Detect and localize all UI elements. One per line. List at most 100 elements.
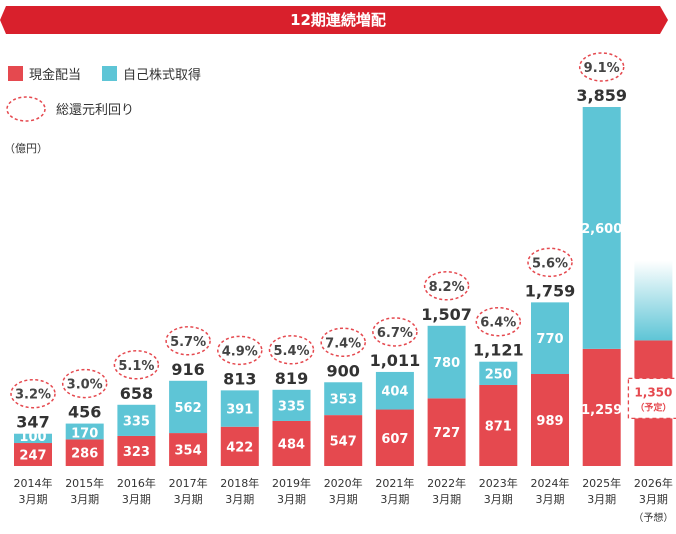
x-tick-period: 3月期 [70, 493, 99, 506]
bar-dividend-label: 871 [485, 419, 512, 434]
bar-buyback [324, 382, 363, 416]
bar-buyback-label: 391 [226, 403, 253, 418]
yield-label: 5.4% [273, 344, 309, 359]
yield-label: 5.6% [532, 256, 568, 271]
yield-circle [527, 247, 573, 278]
bar-total-label: 813 [223, 369, 256, 388]
yield-label: 5.1% [118, 359, 154, 374]
bar-buyback-label: 770 [536, 332, 563, 347]
bar-dividend-label: 1,350 [634, 385, 672, 399]
bar-total-label: 916 [171, 360, 204, 379]
bar-dividend-label: 547 [330, 435, 357, 450]
yield-label: 7.4% [325, 336, 361, 351]
bar-buyback-label: 2,600 [581, 222, 622, 237]
title-banner-shape [0, 6, 668, 34]
bar-buyback-label: 335 [123, 414, 150, 429]
bar-dividend-label: 247 [19, 449, 46, 464]
chart-title: 12期連続増配 [290, 11, 386, 29]
x-tick-year: 2018年 [220, 476, 259, 490]
x-tick-period: 3月期 [174, 493, 203, 506]
bar-dividend [169, 433, 208, 466]
x-tick-period: 3月期 [329, 493, 358, 506]
bar-buyback-forecast-fade [634, 260, 673, 341]
x-tick-period: 3月期 [225, 493, 254, 506]
x-tick-note: （予想） [633, 511, 673, 524]
bar-buyback [531, 302, 569, 374]
bar-buyback-label: 250 [485, 367, 512, 382]
legend-swatch-dividend [8, 66, 23, 81]
bar-total-label: 1,759 [525, 281, 576, 300]
bar-total-label: 1,121 [473, 341, 524, 360]
forecast-sublabel: （予定） [635, 401, 671, 413]
yield-circle [268, 335, 315, 365]
yield-label: 9.1% [584, 61, 620, 76]
yield-circle [320, 327, 366, 358]
yield-label: 8.2% [429, 280, 465, 295]
bar-dividend [324, 415, 363, 466]
yield-label: 6.4% [480, 316, 516, 331]
yield-circle [372, 317, 418, 347]
yield-circle [475, 306, 522, 337]
legend-label-yield: 総還元利回り [56, 103, 134, 118]
legend-label-dividend: 現金配当 [29, 67, 81, 83]
bar-buyback [479, 361, 518, 385]
bar-total-label: 819 [275, 369, 308, 388]
bar-buyback-label: 353 [330, 393, 357, 408]
unit-label: （億円） [4, 142, 48, 155]
bar-dividend-label: 354 [175, 444, 202, 459]
bars-layer: 100 247 347 3.2% 2014年 3月期 170 286 456 3.0% 2015年 3… [10, 52, 676, 524]
x-tick-year: 2022年 [427, 476, 466, 490]
bar-dividend [220, 426, 259, 466]
bar-dividend [582, 348, 621, 466]
yield-label: 4.9% [222, 344, 258, 359]
bar-buyback-label: 100 [19, 430, 46, 445]
x-tick-period: 3月期 [536, 493, 565, 506]
yield-label: 5.7% [170, 335, 206, 350]
bar-buyback-label: 780 [433, 356, 460, 371]
x-tick-period: 3月期 [639, 493, 668, 506]
bar-dividend-label: 484 [278, 437, 305, 452]
bar-dividend-label: 286 [71, 447, 98, 462]
bar-total-label: 456 [68, 403, 101, 422]
bar-dividend [479, 384, 518, 466]
bar-buyback [117, 404, 156, 436]
bar-buyback [427, 325, 466, 399]
yield-label: 3.0% [67, 378, 103, 393]
bar-dividend [272, 420, 311, 466]
bar-buyback [375, 371, 414, 410]
bar-total-label: 658 [120, 384, 153, 403]
x-tick-year: 2020年 [324, 476, 363, 490]
bar-total-label: 1,011 [370, 351, 421, 370]
bar-dividend-label: 727 [433, 426, 460, 441]
bar-buyback-label: 404 [381, 385, 408, 400]
yield-label: 6.7% [377, 326, 413, 341]
x-tick-period: 3月期 [122, 493, 151, 506]
x-tick-year: 2023年 [479, 476, 518, 490]
legend: 現金配当 自己株式取得 総還元利回り [6, 66, 201, 122]
title-banner: 12期連続増配 [0, 6, 668, 34]
bar-buyback [220, 390, 259, 427]
x-tick-period: 3月期 [380, 493, 409, 506]
bar-buyback [65, 423, 104, 440]
yield-circle [10, 378, 56, 409]
x-tick-year: 2015年 [65, 476, 104, 490]
bar-buyback [272, 389, 311, 421]
legend-marker-yield [6, 96, 46, 122]
bar-total-label: 347 [16, 413, 49, 432]
bar-total-label: 3,859 [576, 86, 627, 105]
x-tick-year: 2014年 [14, 476, 53, 490]
x-tick-year: 2026年 [634, 476, 673, 490]
bar-dividend [14, 443, 52, 466]
yield-circle [113, 350, 160, 380]
yield-label: 3.2% [15, 388, 51, 403]
bar-buyback [582, 107, 621, 349]
bar-buyback-label: 170 [71, 426, 98, 441]
yield-circle [165, 326, 211, 356]
bar-buyback [169, 380, 208, 434]
bar-dividend-label: 323 [123, 445, 150, 460]
legend-label-buyback: 自己株式取得 [123, 67, 201, 83]
bar-total-label: 900 [326, 361, 359, 380]
yield-circle [61, 368, 108, 399]
x-tick-period: 3月期 [432, 493, 461, 506]
bar-buyback [14, 433, 52, 444]
